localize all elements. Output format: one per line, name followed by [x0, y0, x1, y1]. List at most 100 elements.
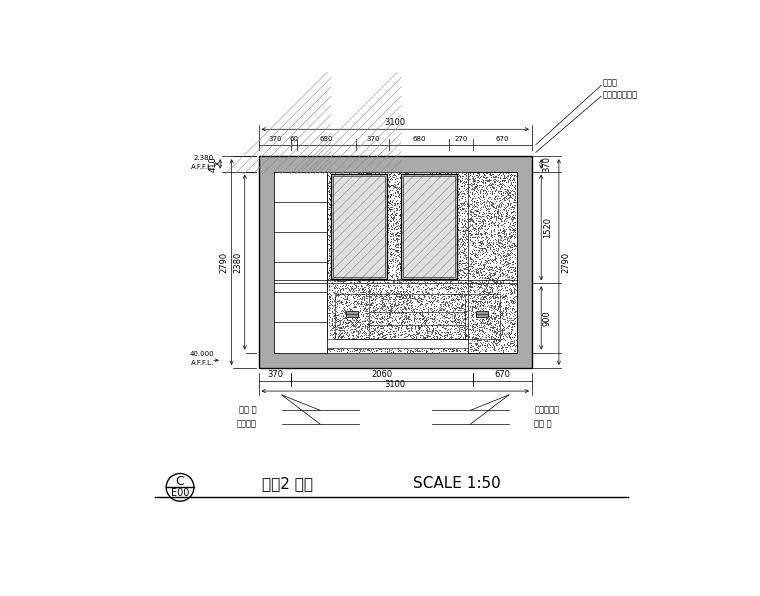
Point	[473, 283, 486, 293]
Point	[439, 189, 451, 198]
Point	[350, 187, 362, 197]
Point	[499, 291, 511, 301]
Point	[469, 333, 481, 343]
Point	[386, 256, 398, 265]
Point	[477, 286, 489, 296]
Point	[427, 334, 439, 343]
Point	[470, 170, 482, 179]
Point	[458, 343, 470, 352]
Point	[419, 216, 431, 226]
Point	[429, 274, 441, 284]
Point	[448, 217, 461, 226]
Point	[390, 218, 402, 228]
Point	[396, 304, 408, 313]
Point	[453, 294, 465, 304]
Point	[485, 170, 497, 180]
Point	[488, 206, 500, 216]
Point	[358, 272, 370, 281]
Point	[454, 265, 466, 274]
Point	[420, 210, 432, 219]
Point	[364, 204, 376, 214]
Point	[434, 329, 446, 339]
Point	[391, 184, 404, 194]
Point	[435, 234, 447, 243]
Point	[454, 225, 467, 235]
Point	[356, 346, 368, 355]
Point	[354, 176, 366, 186]
Point	[505, 337, 518, 346]
Point	[483, 265, 495, 275]
Point	[358, 288, 370, 297]
Point	[382, 237, 394, 246]
Point	[330, 212, 342, 221]
Point	[505, 247, 517, 256]
Point	[437, 294, 449, 303]
Point	[371, 254, 383, 263]
Point	[437, 345, 449, 355]
Point	[500, 216, 512, 226]
Point	[480, 344, 492, 353]
Point	[381, 261, 393, 271]
Point	[475, 325, 487, 335]
Point	[323, 189, 335, 198]
Point	[368, 187, 380, 196]
Point	[338, 338, 350, 347]
Point	[499, 237, 511, 247]
Point	[385, 340, 397, 350]
Point	[508, 224, 520, 234]
Point	[467, 271, 480, 281]
Point	[426, 341, 438, 350]
Point	[369, 323, 381, 333]
Point	[442, 319, 454, 328]
Point	[441, 223, 453, 232]
Point	[477, 249, 489, 259]
Bar	[465, 294, 499, 339]
Point	[373, 318, 385, 327]
Point	[330, 190, 342, 199]
Point	[395, 243, 407, 252]
Point	[402, 330, 414, 339]
Point	[349, 231, 361, 241]
Point	[333, 302, 345, 312]
Point	[504, 280, 516, 289]
Point	[464, 170, 477, 179]
Point	[348, 209, 360, 219]
Point	[372, 246, 384, 255]
Point	[374, 251, 386, 260]
Point	[432, 198, 444, 207]
Point	[375, 337, 388, 346]
Point	[422, 275, 434, 284]
Point	[353, 216, 365, 225]
Point	[328, 247, 340, 257]
Point	[499, 332, 511, 342]
Point	[448, 194, 461, 203]
Point	[356, 242, 369, 252]
Point	[471, 173, 483, 182]
Point	[366, 200, 378, 209]
Point	[351, 344, 363, 354]
Point	[345, 275, 357, 285]
Point	[495, 248, 507, 257]
Point	[384, 216, 396, 225]
Point	[326, 175, 338, 185]
Point	[357, 302, 369, 311]
Point	[508, 332, 521, 342]
Point	[504, 285, 516, 294]
Point	[352, 245, 364, 254]
Point	[332, 333, 344, 342]
Point	[497, 278, 509, 288]
Point	[503, 322, 515, 331]
Point	[401, 258, 413, 268]
Point	[501, 173, 513, 183]
Point	[470, 181, 482, 190]
Point	[485, 212, 497, 222]
Point	[347, 204, 359, 213]
Point	[483, 287, 495, 297]
Point	[489, 292, 501, 302]
Point	[347, 302, 359, 312]
Point	[467, 200, 480, 209]
Point	[399, 189, 411, 198]
Point	[456, 300, 468, 309]
Point	[495, 197, 507, 207]
Point	[435, 336, 447, 346]
